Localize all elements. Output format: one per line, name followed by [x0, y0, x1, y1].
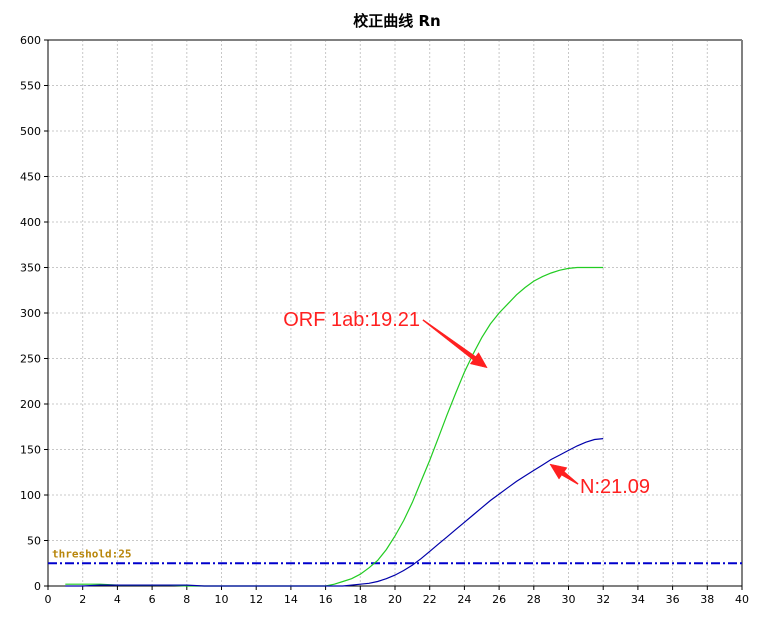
y-tick-label: 550: [20, 80, 41, 93]
y-axis: 0 50 100 150 200 250 300 350 400 450 500 550 600: [20, 34, 48, 593]
x-tick-label: 32: [596, 593, 610, 606]
x-tick-label: 18: [353, 593, 367, 606]
arrow-shape: [549, 463, 579, 485]
y-tick-label: 150: [20, 444, 41, 457]
threshold-label: threshold:25: [52, 547, 131, 560]
x-tick-label: 4: [114, 593, 121, 606]
y-tick-label: 200: [20, 398, 41, 411]
y-tick-label: 100: [20, 489, 41, 502]
x-tick-label: 12: [249, 593, 263, 606]
y-tick-label: 600: [20, 34, 41, 47]
x-tick-label: 40: [735, 593, 749, 606]
x-tick-label: 22: [423, 593, 437, 606]
y-tick-label: 0: [34, 580, 41, 593]
y-tick-label: 350: [20, 262, 41, 275]
chart-title: 校正曲线 Rn: [353, 12, 440, 30]
x-tick-label: 8: [183, 593, 190, 606]
series-line-1: [65, 438, 604, 587]
x-tick-label: 24: [457, 593, 471, 606]
series-group: [65, 266, 604, 587]
y-tick-label: 500: [20, 125, 41, 138]
arrow-shape: [422, 319, 488, 369]
x-tick-label: 34: [631, 593, 645, 606]
annotation-n-label: N:21.09: [580, 476, 650, 498]
threshold: threshold:25: [48, 547, 742, 565]
x-tick-label: 30: [562, 593, 576, 606]
x-tick-label: 2: [79, 593, 86, 606]
x-tick-label: 0: [45, 593, 52, 606]
x-tick-label: 10: [215, 593, 229, 606]
x-tick-label: 6: [149, 593, 156, 606]
x-tick-label: 16: [319, 593, 333, 606]
annotation-n-arrow: [549, 463, 579, 485]
y-tick-label: 300: [20, 307, 41, 320]
grid: [48, 40, 742, 586]
annotations: ORF 1ab:19.21 N:21.09: [283, 309, 650, 498]
x-axis: 0 2 4 6 8 10 12 14 16 18 20 22 24 26 28 30 32 34 36 38 40: [45, 586, 749, 606]
x-tick-label: 36: [666, 593, 680, 606]
x-tick-label: 20: [388, 593, 402, 606]
y-tick-label: 250: [20, 353, 41, 366]
y-tick-label: 450: [20, 171, 41, 184]
x-tick-label: 28: [527, 593, 541, 606]
y-tick-label: 50: [27, 535, 41, 548]
x-tick-label: 26: [492, 593, 506, 606]
x-tick-label: 38: [700, 593, 714, 606]
y-tick-label: 400: [20, 216, 41, 229]
annotation-orf1ab-label: ORF 1ab:19.21: [283, 309, 420, 331]
annotation-orf1ab-arrow: [422, 319, 488, 369]
x-tick-label: 14: [284, 593, 298, 606]
